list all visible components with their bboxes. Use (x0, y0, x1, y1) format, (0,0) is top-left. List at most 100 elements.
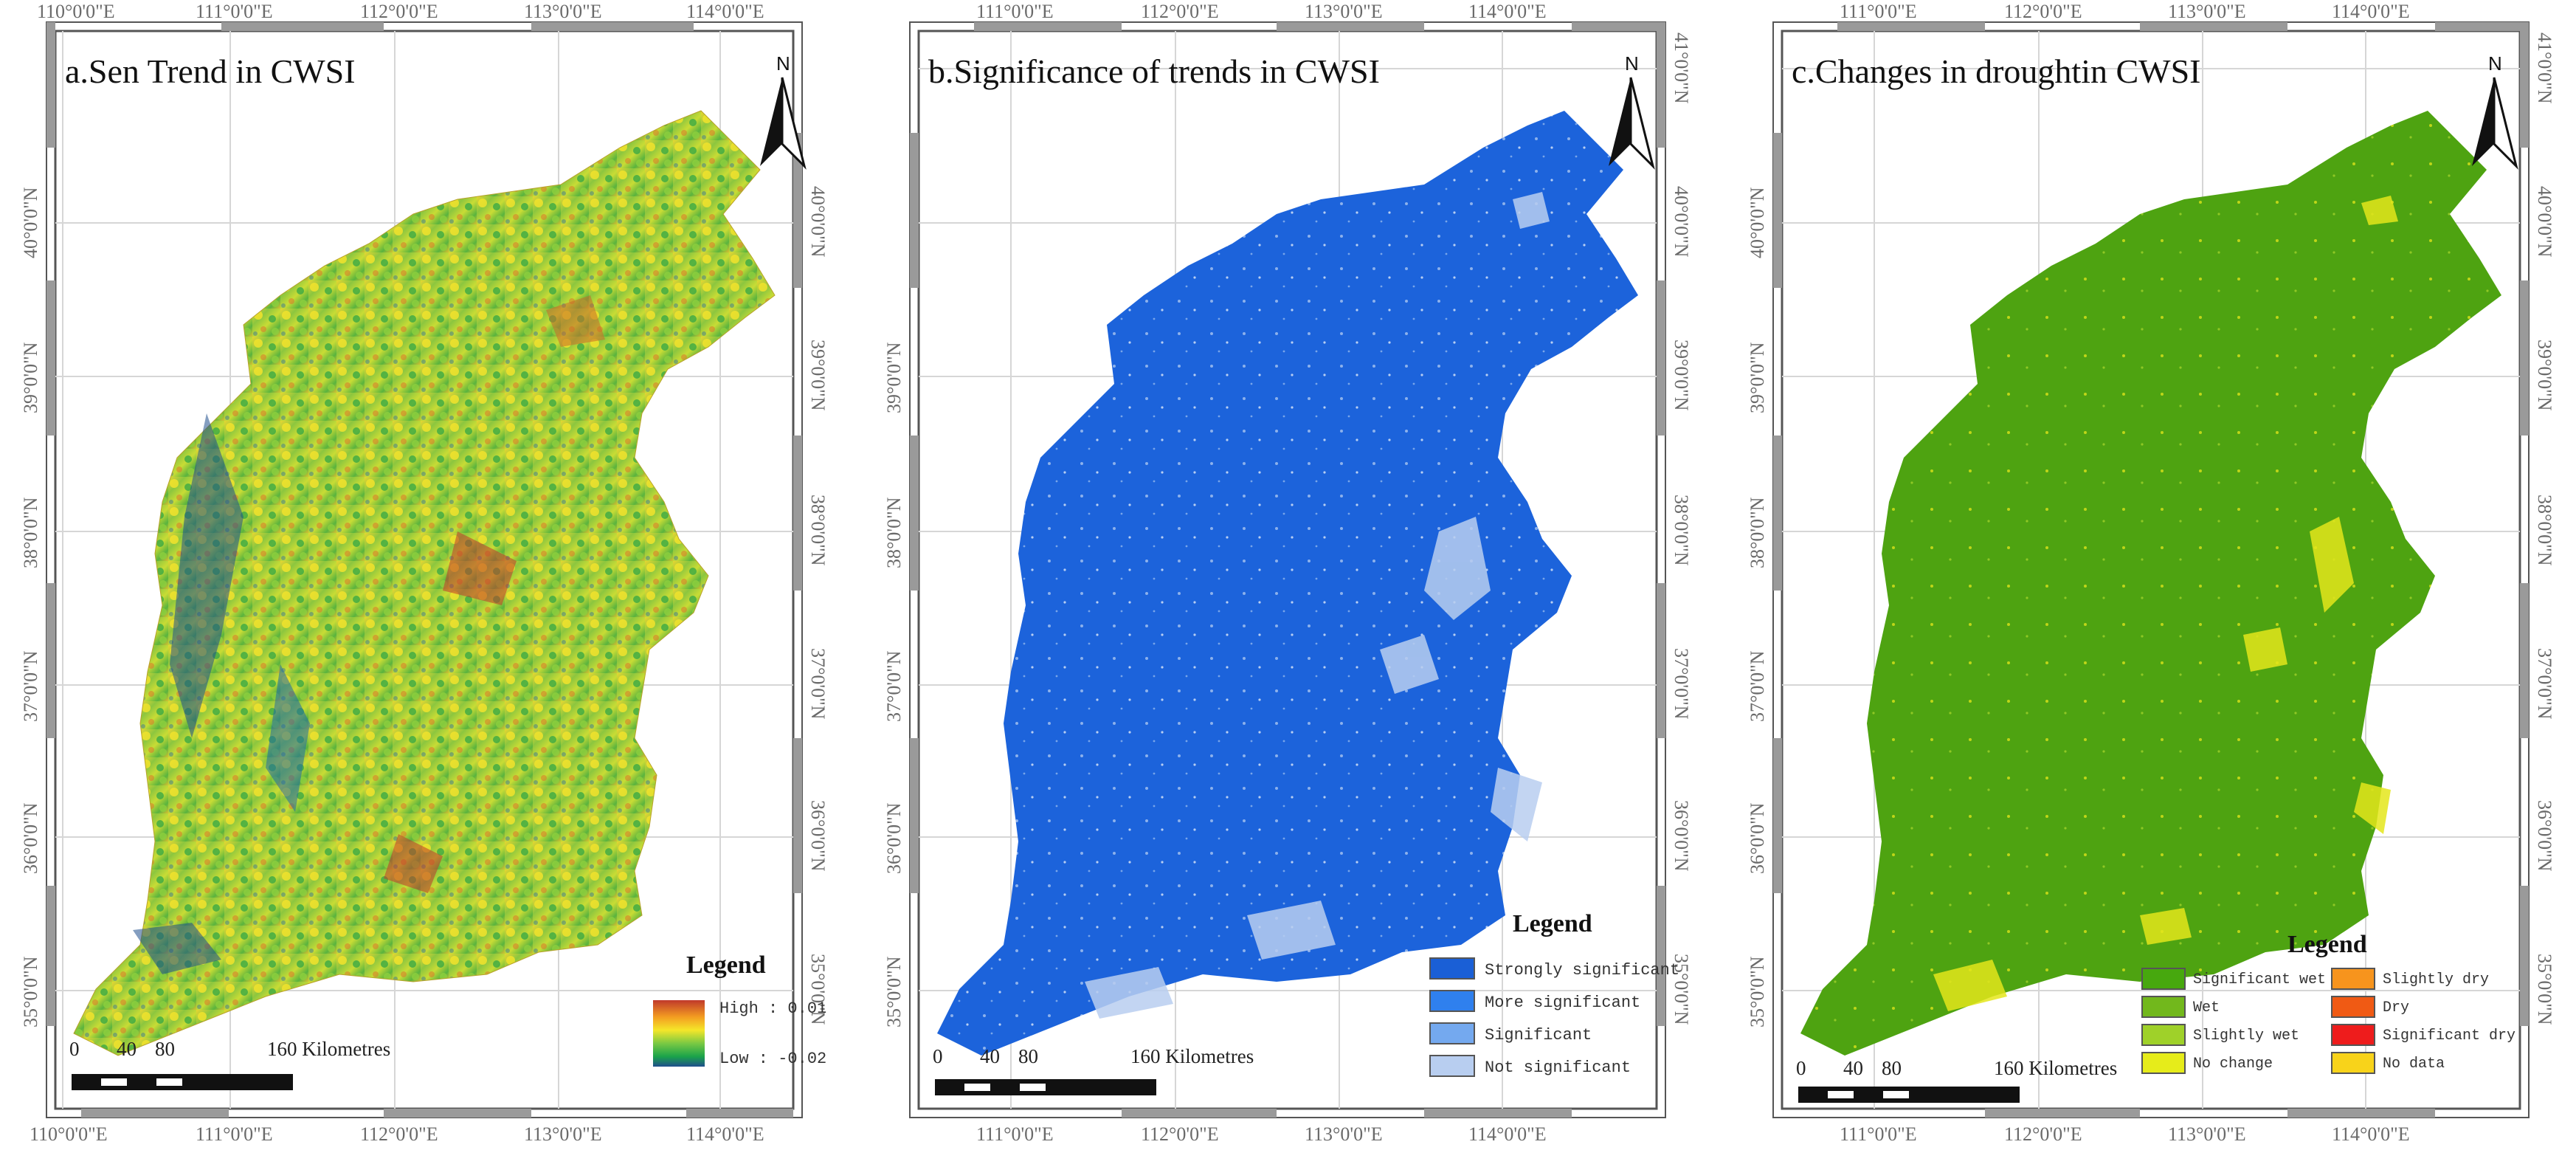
right-axis-labels: 41°0'0"N 40°0'0"N 39°0'0"N 38°0'0"N 37°0… (2534, 32, 2555, 1025)
legend-item: More significant (1429, 990, 1640, 1012)
left-label: 37°0'0"N (883, 650, 905, 722)
right-label: 37°0'0"N (807, 648, 829, 720)
right-label: 41°0'0"N (2534, 32, 2555, 104)
scale-bar: 0 40 80 160 Kilometres (1796, 1057, 2117, 1103)
scale-tick: 40 (117, 1038, 137, 1060)
left-label: 38°0'0"N (883, 497, 905, 568)
bottom-label: 110°0'0"E (30, 1123, 108, 1145)
legend-item-label: Significant dry (2383, 1027, 2515, 1044)
scale-tick: 0 (1796, 1057, 1806, 1079)
legend-item-label: Significant (1485, 1026, 1592, 1044)
left-axis-labels: 40°0'0"N 39°0'0"N 38°0'0"N 37°0'0"N 36°0… (1747, 187, 1768, 1027)
legend-c: Legend Significant wet Slightly dry Wet … (2141, 931, 2515, 1074)
panel-title: b.Significance of trends in CWSI (928, 52, 1380, 90)
legend-item: Slightly dry (2331, 968, 2489, 990)
left-label: 38°0'0"N (20, 497, 41, 568)
shanxi-region-drought (1800, 111, 2501, 1056)
bottom-axis-labels: 110°0'0"E 111°0'0"E 112°0'0"E 113°0'0"E … (30, 1123, 764, 1145)
legend-item: No data (2331, 1052, 2445, 1074)
legend-item: Slightly wet (2141, 1024, 2299, 1046)
legend-item: Strongly significant (1429, 957, 1679, 980)
frame-ticks (1773, 22, 2529, 1118)
bottom-axis-labels: 111°0'0"E 112°0'0"E 113°0'0"E 114°0'0"E (1840, 1123, 2410, 1145)
scale-end: 160 Kilometres (1994, 1057, 2117, 1079)
legend-item-label: More significant (1485, 994, 1640, 1012)
left-label: 37°0'0"N (1747, 650, 1768, 722)
north-arrow-icon: N (2472, 52, 2518, 170)
legend-item-label: Significant wet (2193, 971, 2326, 988)
legend-item-label: Wet (2193, 999, 2220, 1016)
scale-tick: 80 (1882, 1057, 1902, 1079)
north-label: N (2488, 52, 2502, 75)
north-label: N (776, 52, 790, 75)
scale-tick: 80 (155, 1038, 175, 1060)
top-label: 112°0'0"E (2004, 1, 2082, 22)
left-label: 39°0'0"N (883, 342, 905, 413)
right-label: 40°0'0"N (2534, 186, 2555, 258)
panel-title: a.Sen Trend in CWSI (65, 52, 356, 90)
right-label: 41°0'0"N (1671, 32, 1692, 104)
right-axis-labels: 41°0'0"N 40°0'0"N 39°0'0"N 38°0'0"N 37°0… (1671, 32, 1692, 1025)
scale-bar: 0 40 80 160 Kilometres (69, 1038, 390, 1090)
panel-a: 110°0'0"E 111°0'0"E 112°0'0"E 113°0'0"E … (0, 0, 849, 1167)
trend-patches (133, 295, 605, 974)
bottom-label: 113°0'0"E (1305, 1123, 1383, 1145)
panel-a-map: 110°0'0"E 111°0'0"E 112°0'0"E 113°0'0"E … (20, 1, 829, 1145)
top-label: 111°0'0"E (976, 1, 1054, 22)
legend-item: No change (2141, 1052, 2273, 1074)
north-arrow-icon: N (760, 52, 807, 170)
right-label: 37°0'0"N (2534, 648, 2555, 720)
legend-item-label: Slightly dry (2383, 971, 2489, 988)
top-label: 112°0'0"E (1141, 1, 1219, 22)
right-axis-labels: 40°0'0"N 39°0'0"N 38°0'0"N 37°0'0"N 36°0… (807, 186, 829, 1025)
scale-tick: 80 (1018, 1045, 1038, 1067)
top-label: 114°0'0"E (1468, 1, 1547, 22)
scale-bar: 0 40 80 160 Kilometres (933, 1045, 1254, 1095)
no-change-patches (1933, 196, 2398, 1011)
top-label: 114°0'0"E (2332, 1, 2410, 22)
left-label: 40°0'0"N (20, 187, 41, 258)
left-label: 35°0'0"N (883, 956, 905, 1027)
bottom-label: 114°0'0"E (2332, 1123, 2410, 1145)
top-label: 114°0'0"E (686, 1, 764, 22)
left-axis-labels: 39°0'0"N 38°0'0"N 37°0'0"N 36°0'0"N 35°0… (883, 342, 905, 1027)
not-significant-patches (1085, 192, 1550, 1019)
right-label: 36°0'0"N (1671, 800, 1692, 872)
legend-ramp (653, 1000, 705, 1067)
bottom-label: 112°0'0"E (360, 1123, 438, 1145)
scale-tick: 40 (980, 1045, 1000, 1067)
frame-ticks (910, 22, 1665, 1118)
bottom-label: 112°0'0"E (1141, 1123, 1219, 1145)
bottom-label: 111°0'0"E (196, 1123, 273, 1145)
scale-tick: 0 (933, 1045, 943, 1067)
top-axis-labels: 110°0'0"E 111°0'0"E 112°0'0"E 113°0'0"E … (37, 1, 764, 22)
left-axis-labels: 40°0'0"N 39°0'0"N 38°0'0"N 37°0'0"N 36°0… (20, 187, 41, 1027)
left-label: 37°0'0"N (20, 650, 41, 722)
panel-title: c.Changes in droughtin CWSI (1792, 52, 2201, 90)
top-label: 111°0'0"E (196, 1, 273, 22)
right-label: 35°0'0"N (807, 954, 829, 1025)
scale-end: 160 Kilometres (1130, 1045, 1254, 1067)
legend-low: Low : -0.02 (719, 1050, 826, 1068)
legend-title: Legend (2287, 931, 2367, 958)
left-label: 39°0'0"N (20, 342, 41, 413)
right-label: 36°0'0"N (807, 800, 829, 872)
top-label: 113°0'0"E (1305, 1, 1383, 22)
legend-item: Significant (1429, 1022, 1592, 1044)
legend-item: Significant dry (2331, 1024, 2515, 1046)
legend-title: Legend (1513, 910, 1592, 937)
top-label: 111°0'0"E (1840, 1, 1917, 22)
left-label: 38°0'0"N (1747, 497, 1768, 568)
bottom-label: 114°0'0"E (1468, 1123, 1547, 1145)
right-label: 38°0'0"N (807, 495, 829, 566)
north-arrow-icon: N (1609, 52, 1655, 170)
panel-b-map: 111°0'0"E 112°0'0"E 113°0'0"E 114°0'0"E … (883, 1, 1692, 1145)
right-label: 35°0'0"N (1671, 954, 1692, 1025)
bottom-label: 111°0'0"E (1840, 1123, 1917, 1145)
legend-item: Not significant (1429, 1055, 1631, 1077)
right-label: 40°0'0"N (1671, 186, 1692, 258)
legend-item-label: No data (2383, 1056, 2445, 1073)
legend-item-label: No change (2193, 1056, 2273, 1073)
top-axis-labels: 111°0'0"E 112°0'0"E 113°0'0"E 114°0'0"E (976, 1, 1547, 22)
legend-item-label: Strongly significant (1485, 961, 1679, 980)
